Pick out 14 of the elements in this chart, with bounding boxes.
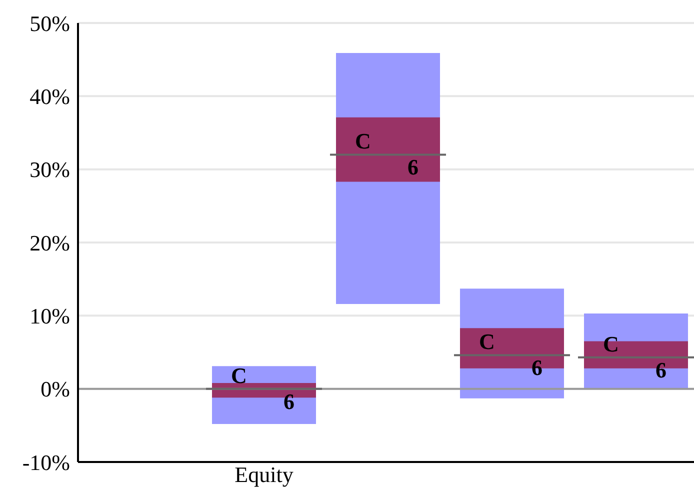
annotation: C [355, 128, 371, 154]
annotation: C [479, 329, 495, 354]
y-tick-label: 0% [40, 376, 70, 402]
annotation: 6 [532, 355, 542, 380]
y-tick-label: 20% [30, 230, 70, 256]
x-tick-label: Equity [234, 462, 294, 487]
y-tick-label: 40% [30, 84, 70, 109]
bar [336, 117, 440, 182]
y-tick-label: 50% [30, 10, 70, 36]
annotation: C [231, 362, 247, 388]
annotation: 6 [408, 154, 418, 180]
y-tick-label: 10% [30, 303, 70, 328]
y-tick-label: 30% [30, 157, 70, 182]
y-tick-label: -10% [22, 450, 70, 475]
